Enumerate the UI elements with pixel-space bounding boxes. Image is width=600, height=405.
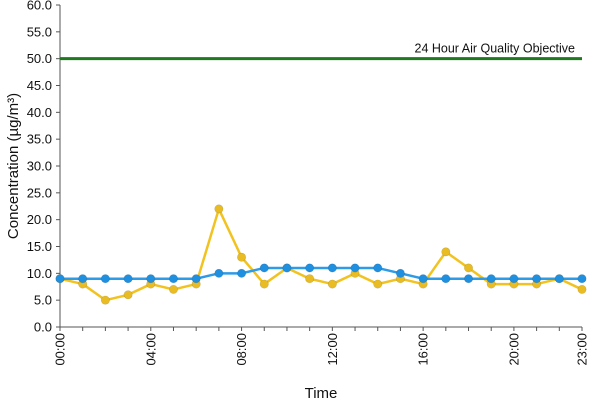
series-2-point bbox=[305, 263, 315, 273]
x-tick-label: 00:00 bbox=[53, 333, 68, 366]
series-2-point bbox=[486, 274, 496, 284]
series-2-point bbox=[532, 274, 542, 284]
y-tick-label: 5.0 bbox=[34, 293, 52, 308]
y-axis-title: Concentration (µg/m³) bbox=[5, 93, 22, 239]
y-tick-label: 15.0 bbox=[27, 239, 52, 254]
series-2-point bbox=[282, 263, 292, 273]
y-tick-label: 45.0 bbox=[27, 78, 52, 93]
series-2-point bbox=[237, 268, 247, 278]
series-2-point bbox=[373, 263, 383, 273]
series-2-point bbox=[146, 274, 156, 284]
reference-line-label: 24 Hour Air Quality Objective bbox=[415, 42, 576, 56]
series-1-line bbox=[59, 207, 583, 302]
series-2-point bbox=[418, 274, 428, 284]
x-tick-label: 08:00 bbox=[234, 333, 249, 366]
series-2-point bbox=[327, 263, 337, 273]
series-1 bbox=[55, 204, 587, 305]
axes: 0.0 5.0 10.0 15.0 20.0 25.0 30.0 35.0 40.0 45.0 50… bbox=[27, 0, 590, 366]
series-2-point bbox=[554, 274, 564, 284]
series-1-point bbox=[327, 279, 337, 289]
series-1-point bbox=[214, 204, 224, 214]
series-1-point bbox=[577, 284, 587, 294]
series-1-point bbox=[305, 274, 315, 284]
y-tick-label: 55.0 bbox=[27, 24, 52, 39]
y-tick-label: 40.0 bbox=[27, 105, 52, 120]
series-1-point bbox=[441, 247, 451, 257]
x-tick-label: 12:00 bbox=[325, 333, 340, 366]
series-2-point bbox=[395, 268, 405, 278]
series-2-point bbox=[577, 274, 587, 284]
x-tick-label: 20:00 bbox=[506, 333, 521, 366]
y-tick-label: 20.0 bbox=[27, 212, 52, 227]
series-1-point bbox=[100, 295, 110, 305]
series-2-point bbox=[259, 263, 269, 273]
series-2-point bbox=[350, 263, 360, 273]
series-2-point bbox=[123, 274, 133, 284]
series-1-point bbox=[237, 252, 247, 262]
series-2 bbox=[55, 263, 587, 284]
series-1-point bbox=[123, 290, 133, 300]
y-tick-label: 0.0 bbox=[34, 320, 52, 335]
series-2-point bbox=[78, 274, 88, 284]
y-tick-label: 30.0 bbox=[27, 159, 52, 174]
reference-line-group: 24 Hour Air Quality Objective bbox=[60, 42, 582, 61]
x-axis-title: Time bbox=[305, 385, 338, 400]
series-2-point bbox=[464, 274, 474, 284]
y-tick-label: 25.0 bbox=[27, 185, 52, 200]
y-tick-label: 35.0 bbox=[27, 132, 52, 147]
series-2-point bbox=[100, 274, 110, 284]
series-2-point bbox=[55, 274, 65, 284]
series-2-point bbox=[441, 274, 451, 284]
y-tick-label: 60.0 bbox=[27, 0, 52, 13]
series-2-point bbox=[168, 274, 178, 284]
y-tick-label: 50.0 bbox=[27, 51, 52, 66]
series-2-point bbox=[509, 274, 519, 284]
series-layer bbox=[55, 204, 587, 305]
series-1-point bbox=[464, 263, 474, 273]
y-tick-label: 10.0 bbox=[27, 266, 52, 281]
x-tick-label: 04:00 bbox=[143, 333, 158, 366]
series-2-point bbox=[191, 274, 201, 284]
x-tick-label: 16:00 bbox=[416, 333, 431, 366]
x-tick-label: 23:00 bbox=[575, 333, 590, 366]
series-2-point bbox=[214, 268, 224, 278]
series-1-point bbox=[168, 284, 178, 294]
series-2-line bbox=[60, 266, 582, 280]
series-1-point bbox=[259, 279, 269, 289]
series-1-point bbox=[373, 279, 383, 289]
